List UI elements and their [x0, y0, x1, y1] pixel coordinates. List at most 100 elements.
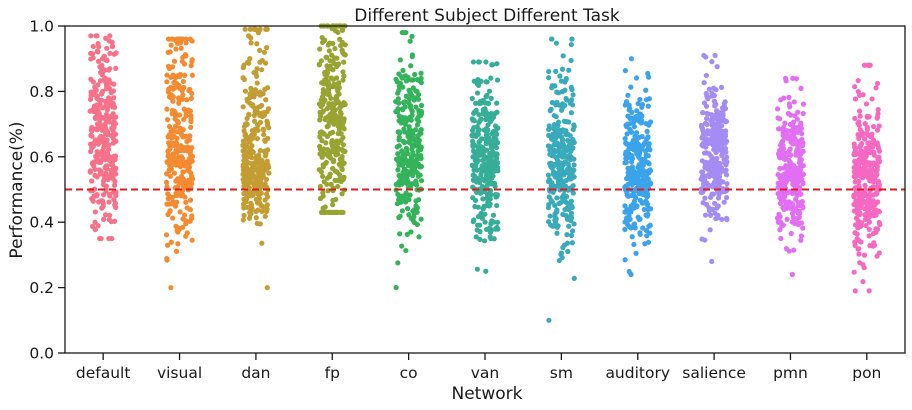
data-point	[720, 116, 726, 122]
data-point	[253, 106, 259, 112]
data-point	[710, 168, 716, 174]
data-point	[396, 182, 402, 188]
data-point	[240, 104, 246, 110]
data-point	[865, 62, 871, 68]
data-point	[710, 172, 716, 178]
data-point	[642, 139, 648, 146]
data-point	[629, 156, 636, 162]
x-tick-label-dan: dan	[241, 364, 270, 382]
data-point	[339, 47, 345, 53]
data-point	[549, 183, 555, 189]
data-point	[644, 128, 650, 134]
data-point	[868, 192, 874, 198]
data-point	[332, 45, 338, 52]
data-point	[325, 153, 332, 159]
data-point	[184, 97, 190, 103]
data-point	[623, 99, 630, 105]
data-point	[797, 166, 803, 173]
data-point	[100, 201, 106, 207]
data-point	[409, 52, 415, 58]
data-point	[415, 96, 422, 102]
data-point	[624, 216, 630, 222]
data-point	[787, 170, 793, 176]
data-point	[710, 130, 716, 136]
data-point	[112, 156, 118, 162]
data-point	[470, 163, 476, 169]
data-point	[777, 165, 783, 172]
data-point	[490, 114, 497, 120]
data-point	[477, 222, 483, 228]
data-point	[93, 153, 99, 159]
data-point	[798, 233, 804, 239]
data-point	[866, 226, 872, 232]
data-point	[699, 169, 705, 175]
data-point	[568, 84, 574, 91]
data-point	[555, 174, 561, 180]
x-tick-label-sm: sm	[550, 364, 573, 382]
data-point	[169, 111, 175, 117]
data-point	[708, 153, 714, 159]
strip-dan	[240, 26, 272, 291]
data-point	[418, 108, 425, 115]
data-point	[103, 35, 109, 41]
data-point	[862, 182, 868, 188]
data-point	[477, 148, 483, 154]
data-point	[708, 194, 714, 200]
data-point	[556, 257, 562, 264]
data-point	[722, 156, 728, 163]
data-point	[407, 90, 414, 96]
data-point	[176, 144, 183, 150]
data-point	[551, 123, 558, 129]
data-point	[113, 114, 119, 120]
data-point	[566, 142, 572, 149]
data-point	[183, 218, 189, 224]
data-point	[791, 165, 797, 171]
data-point	[799, 143, 806, 149]
data-point	[177, 209, 183, 215]
data-point	[107, 33, 113, 39]
data-point	[94, 174, 100, 180]
data-point	[409, 112, 415, 118]
data-point	[553, 68, 559, 75]
data-point	[557, 200, 564, 206]
data-point	[485, 200, 491, 206]
data-point	[322, 90, 329, 96]
data-point	[107, 50, 113, 56]
data-point	[699, 236, 705, 242]
data-point	[486, 135, 492, 141]
data-point	[188, 95, 194, 102]
data-point	[101, 216, 107, 223]
data-point	[247, 100, 253, 106]
data-point	[645, 153, 651, 159]
data-point	[571, 174, 577, 180]
data-point	[173, 162, 179, 168]
data-point	[869, 96, 875, 102]
data-point	[560, 149, 566, 155]
data-point	[780, 145, 787, 152]
data-point	[714, 64, 720, 70]
data-point	[249, 205, 255, 211]
data-point	[470, 59, 476, 65]
data-point	[866, 219, 873, 225]
data-point	[400, 138, 407, 144]
data-point	[700, 129, 707, 135]
data-point	[265, 106, 272, 112]
data-point	[791, 247, 797, 253]
data-point	[491, 135, 497, 141]
data-point	[783, 78, 789, 84]
data-point	[703, 115, 710, 122]
data-point	[165, 148, 171, 154]
data-point	[163, 179, 170, 185]
data-point	[472, 197, 479, 204]
data-point	[265, 147, 271, 153]
data-point	[164, 201, 170, 207]
data-point	[88, 56, 94, 62]
data-point	[861, 252, 868, 258]
data-point	[165, 49, 171, 56]
data-point	[852, 96, 859, 102]
data-point	[622, 226, 628, 233]
strip-van	[469, 59, 501, 274]
data-point	[112, 200, 119, 206]
data-point	[258, 172, 264, 178]
data-point	[483, 116, 489, 123]
